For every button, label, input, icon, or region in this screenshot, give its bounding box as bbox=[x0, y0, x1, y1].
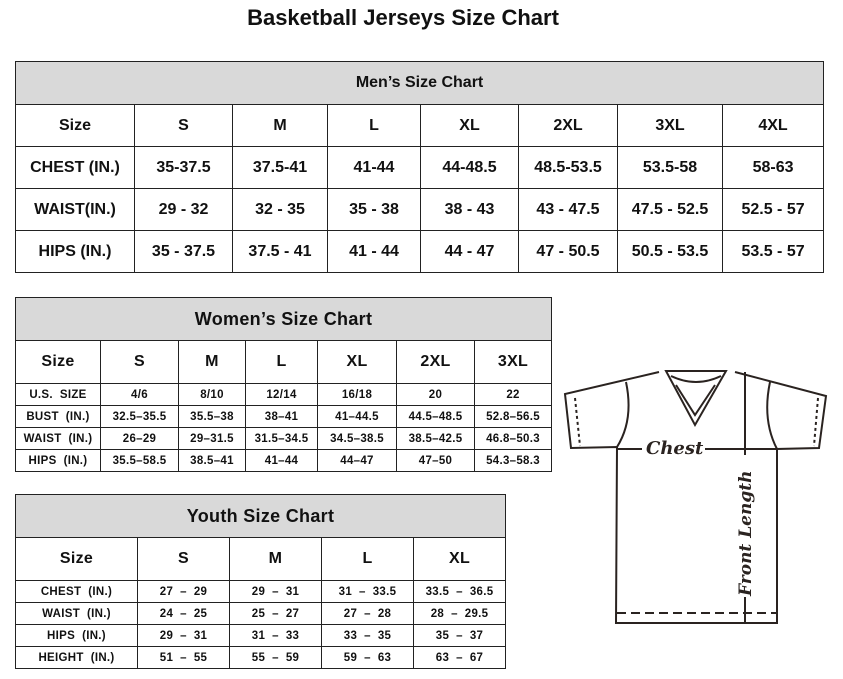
mens-size-table: Men’s Size Chart Size S M L XL 2XL 3XL 4XL CHEST… bbox=[14, 61, 825, 273]
row-label: WAIST(IN.) bbox=[15, 188, 135, 231]
row-label: HIPS (IN.) bbox=[15, 230, 135, 273]
table-cell: 16/18 bbox=[317, 383, 397, 406]
table-cell: 33 – 35 bbox=[321, 624, 414, 647]
size-header-row: Size S M L XL 2XL 3XL 4XL bbox=[15, 104, 825, 147]
table-cell: 32 - 35 bbox=[232, 188, 328, 231]
table-cell: 37.5 - 41 bbox=[232, 230, 328, 273]
table-cell: 58-63 bbox=[721, 146, 825, 189]
table-cell: 31 – 33 bbox=[229, 624, 322, 647]
table-cell: 41–44 bbox=[245, 449, 318, 472]
table-cell: 2XL bbox=[396, 340, 475, 384]
table-title: Men’s Size Chart bbox=[14, 61, 825, 105]
row-label: HEIGHT (IN.) bbox=[15, 646, 138, 669]
table-title: Youth Size Chart bbox=[14, 494, 507, 538]
table-cell: XL bbox=[420, 104, 519, 147]
size-header-row: Size S M L XL bbox=[15, 537, 507, 581]
table-cell: 29 – 31 bbox=[229, 580, 322, 603]
table-cell: 53.5-58 bbox=[617, 146, 723, 189]
table-row: WAIST (IN.) 26–29 29–31.5 31.5–34.5 34.5–38.… bbox=[15, 427, 553, 450]
table-cell: 54.3–58.3 bbox=[473, 449, 553, 472]
table-cell: 53.5 - 57 bbox=[721, 230, 825, 273]
table-cell: 44-48.5 bbox=[420, 146, 519, 189]
table-cell: 31 – 33.5 bbox=[321, 580, 414, 603]
table-cell: 48.5-53.5 bbox=[518, 146, 618, 189]
table-row: CHEST (IN.) 35-37.5 37.5-41 41-44 44-48.5 48.… bbox=[15, 146, 825, 189]
womens-size-table: Women’s Size Chart Size S M L XL 2XL 3XL U.S. S… bbox=[14, 297, 553, 472]
table-cell: 38.5–41 bbox=[178, 449, 246, 472]
table-cell: 35 – 37 bbox=[412, 624, 507, 647]
table-cell: 35.5–38 bbox=[178, 405, 246, 428]
row-label: BUST (IN.) bbox=[15, 405, 101, 428]
table-cell: 24 – 25 bbox=[137, 602, 230, 625]
table-cell: 46.8–50.3 bbox=[473, 427, 553, 450]
table-cell: S bbox=[137, 537, 230, 581]
table-cell: 43 - 47.5 bbox=[518, 188, 618, 231]
row-label: HIPS (IN.) bbox=[15, 624, 138, 647]
table-cell: 8/10 bbox=[178, 383, 246, 406]
table-cell: L bbox=[327, 104, 421, 147]
table-cell: S bbox=[134, 104, 233, 147]
table-cell: 38.5–42.5 bbox=[396, 427, 475, 450]
table-cell: 59 – 63 bbox=[321, 646, 414, 669]
table-row: WAIST (IN.) 24 – 25 25 – 27 27 – 28 28 – 29.… bbox=[15, 602, 507, 625]
table-cell: XL bbox=[317, 340, 397, 384]
table-row: WAIST(IN.) 29 - 32 32 - 35 35 - 38 38 - 43 43… bbox=[15, 188, 825, 231]
table-row: BUST (IN.) 32.5–35.5 35.5–38 38–41 41–44.5 44… bbox=[15, 405, 553, 428]
chest-label: Chest bbox=[646, 438, 704, 459]
table-cell: 41-44 bbox=[327, 146, 421, 189]
table-cell: 47 - 50.5 bbox=[518, 230, 618, 273]
table-cell: 47–50 bbox=[396, 449, 475, 472]
table-cell: L bbox=[321, 537, 414, 581]
table-cell: 28 – 29.5 bbox=[412, 602, 507, 625]
table-cell: 35 - 38 bbox=[327, 188, 421, 231]
row-label: CHEST (IN.) bbox=[15, 146, 135, 189]
table-cell: 3XL bbox=[617, 104, 723, 147]
table-title: Women’s Size Chart bbox=[14, 297, 553, 341]
table-row: HEIGHT (IN.) 51 – 55 55 – 59 59 – 63 63 – 67 bbox=[15, 646, 507, 669]
table-cell: 32.5–35.5 bbox=[100, 405, 179, 428]
table-cell: 52.5 - 57 bbox=[721, 188, 825, 231]
table-cell: 35 - 37.5 bbox=[134, 230, 233, 273]
table-row: HIPS (IN.) 35 - 37.5 37.5 - 41 41 - 44 44 - … bbox=[15, 230, 825, 273]
table-cell: 63 – 67 bbox=[412, 646, 507, 669]
row-label: Size bbox=[15, 537, 138, 581]
table-cell: 44–47 bbox=[317, 449, 397, 472]
table-cell: 51 – 55 bbox=[137, 646, 230, 669]
table-cell: 55 – 59 bbox=[229, 646, 322, 669]
table-row: HIPS (IN.) 29 – 31 31 – 33 33 – 35 35 – 37 bbox=[15, 624, 507, 647]
table-cell: XL bbox=[412, 537, 507, 581]
page-title: Basketball Jerseys Size Chart bbox=[247, 5, 559, 30]
table-cell: 38 - 43 bbox=[420, 188, 519, 231]
table-cell: M bbox=[232, 104, 328, 147]
table-cell: L bbox=[245, 340, 318, 384]
table-row: HIPS (IN.) 35.5–58.5 38.5–41 41–44 44–47 47–5… bbox=[15, 449, 553, 472]
table-cell: 2XL bbox=[518, 104, 618, 147]
table-cell: 35.5–58.5 bbox=[100, 449, 179, 472]
jersey-outline bbox=[563, 371, 828, 624]
table-cell: 41–44.5 bbox=[317, 405, 397, 428]
youth-size-table: Youth Size Chart Size S M L XL CHEST (IN.) 27 … bbox=[14, 494, 507, 669]
table-cell: 26–29 bbox=[100, 427, 179, 450]
table-cell: 29 – 31 bbox=[137, 624, 230, 647]
row-label: HIPS (IN.) bbox=[15, 449, 101, 472]
table-cell: 41 - 44 bbox=[327, 230, 421, 273]
table-cell: 12/14 bbox=[245, 383, 318, 406]
front-length-label: Front Length bbox=[736, 471, 756, 597]
